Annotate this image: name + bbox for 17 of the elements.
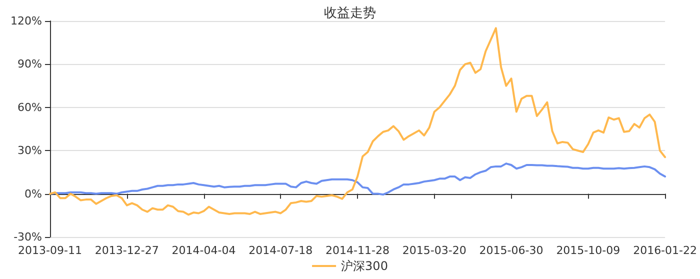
x-tick-label: 2014-04-04 bbox=[172, 244, 236, 257]
x-tick-label: 2016-01-22 bbox=[633, 244, 698, 257]
x-tick-label: 2015-06-30 bbox=[479, 244, 544, 257]
y-tick-label: 0% bbox=[24, 187, 42, 200]
x-tick-label: 2015-10-09 bbox=[556, 244, 620, 257]
x-tick-label: 2014-11-28 bbox=[326, 244, 390, 257]
y-tick-label: 30% bbox=[18, 144, 42, 158]
y-tick-label: 90% bbox=[18, 58, 42, 71]
x-tick-label: 2013-09-11 bbox=[18, 244, 82, 257]
y-tick-label: 120% bbox=[10, 14, 42, 28]
legend-label: 沪深300 bbox=[341, 259, 388, 273]
x-tick-label: 2014-07-18 bbox=[248, 244, 313, 257]
x-tick-label: 2013-12-27 bbox=[94, 244, 159, 257]
y-tick-label: -30% bbox=[14, 230, 42, 244]
x-tick-label: 2015-03-20 bbox=[402, 244, 466, 257]
y-tick-label: 60% bbox=[18, 100, 42, 114]
chart-title: 收益走势 bbox=[324, 6, 376, 21]
